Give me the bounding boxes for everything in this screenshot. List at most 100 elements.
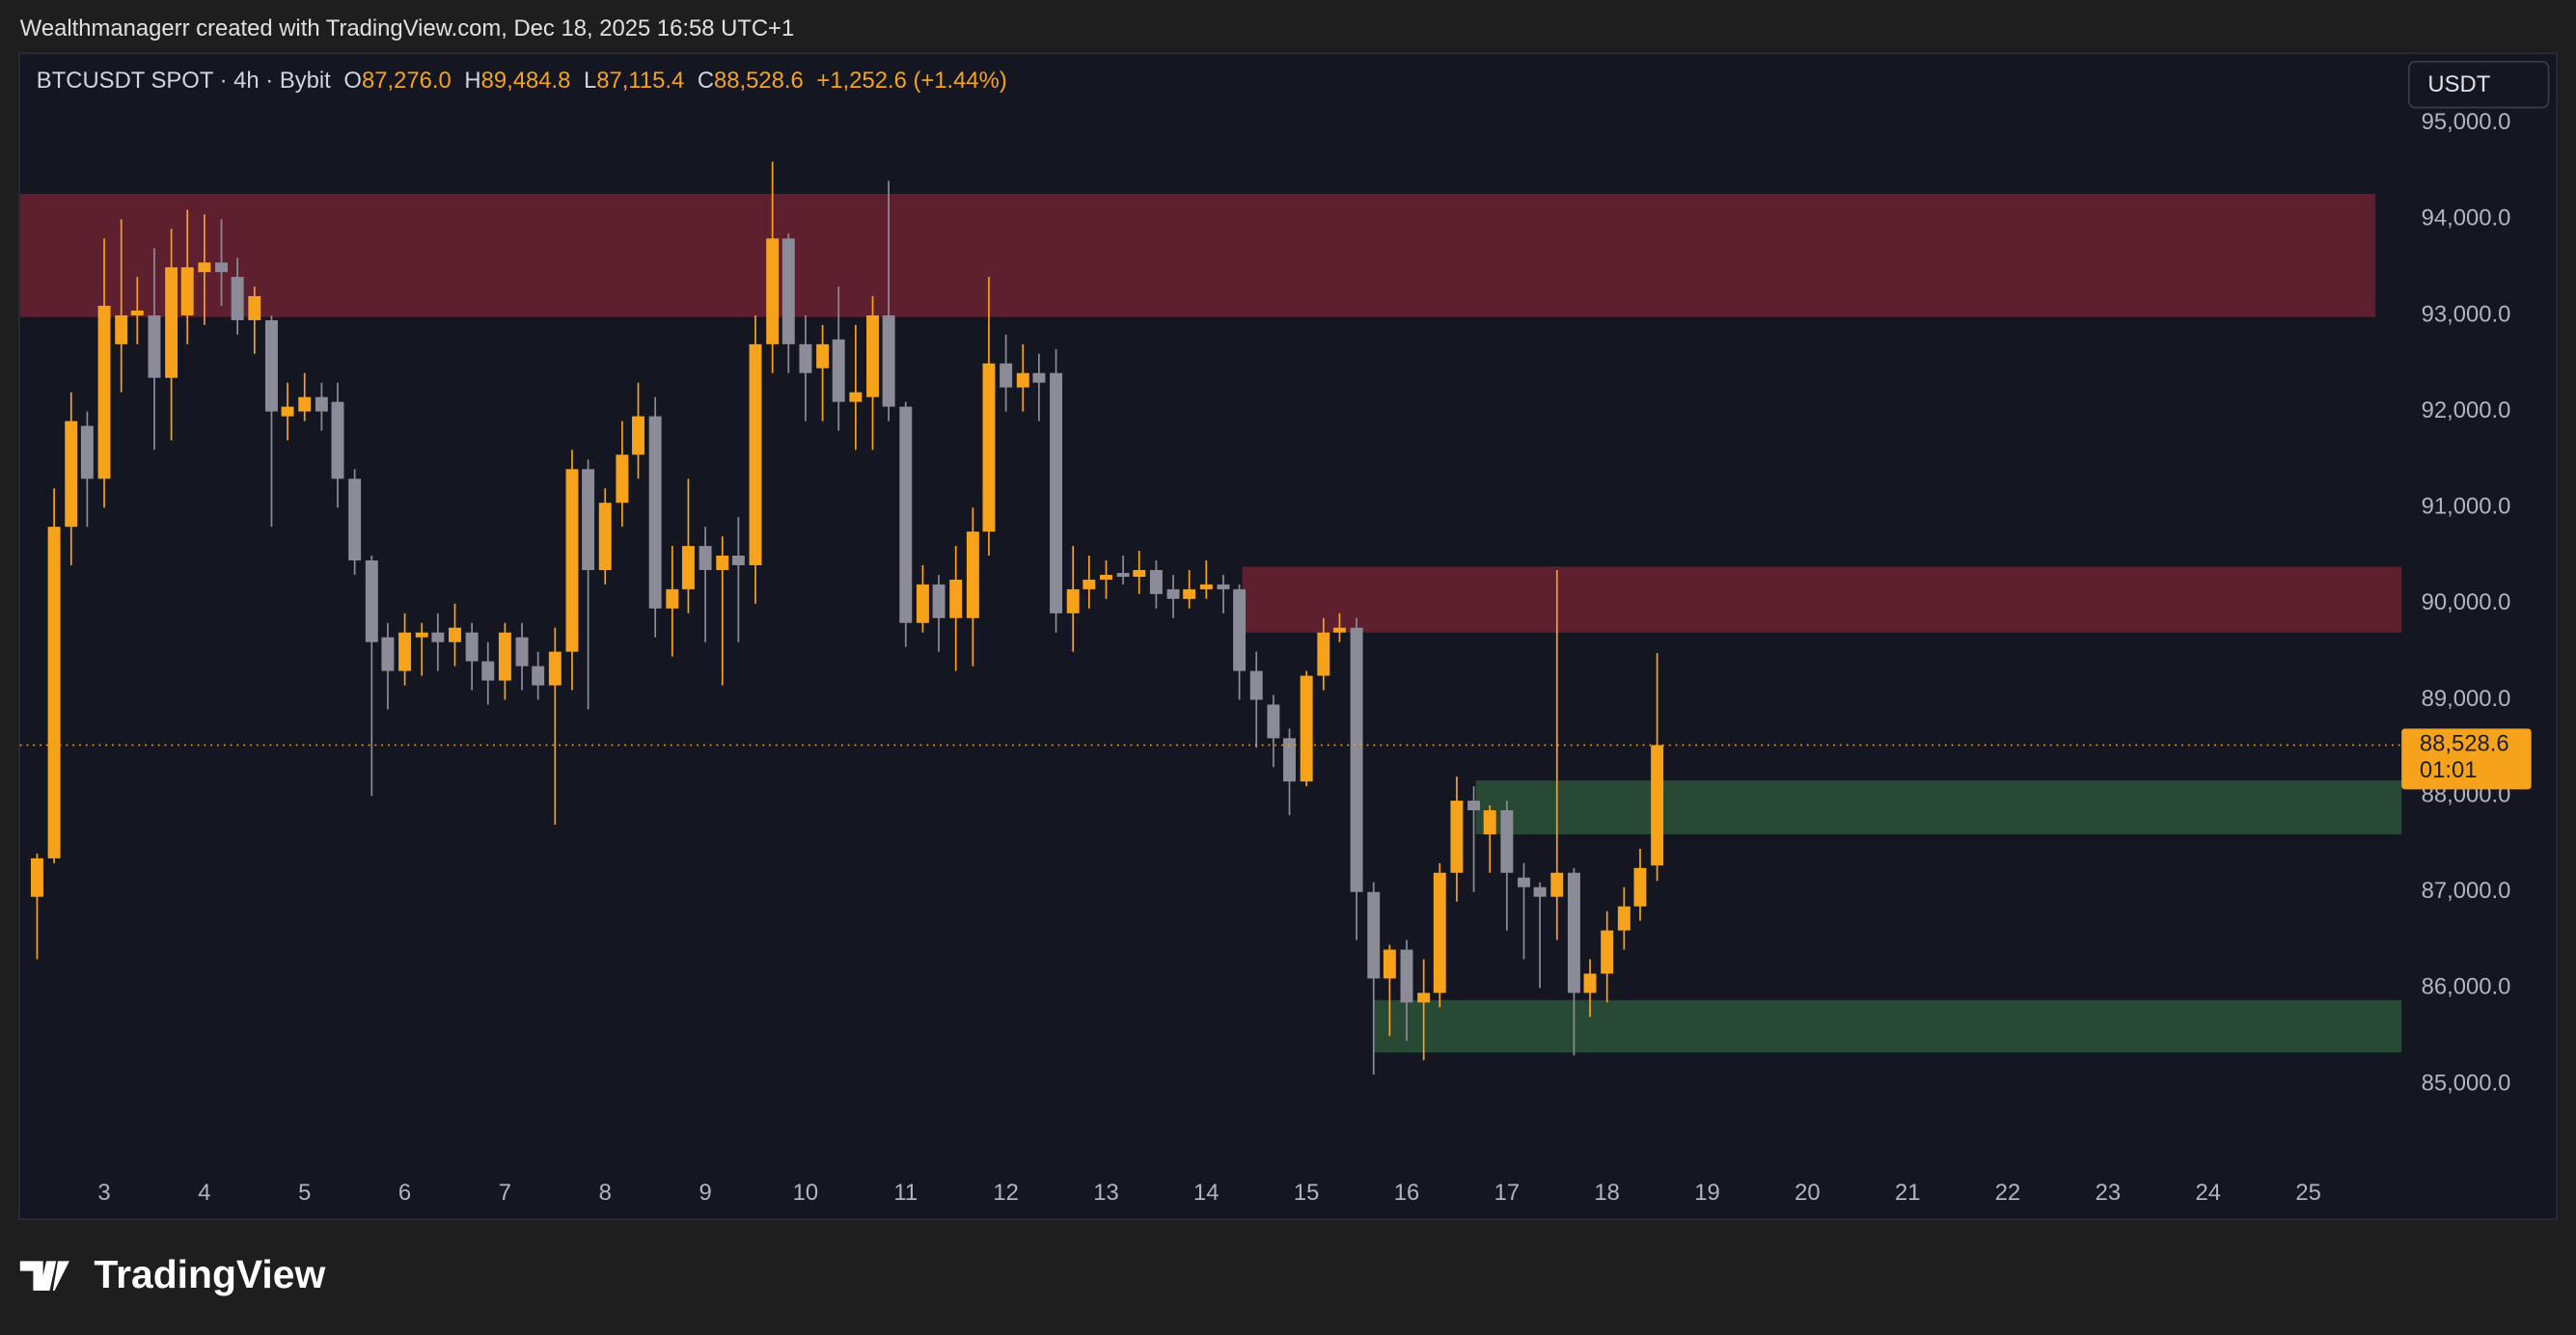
candle-body [548, 651, 562, 686]
candle-body [1651, 745, 1664, 866]
legend-key: C [698, 68, 714, 94]
candle-body [866, 314, 879, 397]
symbol: BTCUSDT SPOT · 4h · Bybit [37, 68, 331, 94]
attribution: Wealthmanagerr created with TradingView.… [20, 15, 794, 41]
candle-body [1367, 891, 1381, 979]
candle-body [1000, 363, 1013, 388]
x-tick-label: 25 [2295, 1180, 2321, 1206]
x-tick-label: 18 [1594, 1180, 1620, 1206]
last-price-label: 88,528.6 [2420, 731, 2509, 757]
zone [19, 193, 2376, 317]
legend-value: 88,528.6 [714, 68, 804, 94]
brand: TradingView [94, 1252, 325, 1296]
candle-body [849, 392, 863, 402]
candle-body [1066, 588, 1080, 613]
x-tick-label: 11 [893, 1180, 918, 1206]
currency[interactable]: USDT [2427, 71, 2490, 97]
candle-body [932, 584, 945, 618]
x-tick-label: 23 [2096, 1180, 2122, 1206]
x-tick-label: 7 [499, 1180, 511, 1206]
last-price-box [2401, 728, 2532, 790]
candle-body [1332, 627, 1346, 633]
candle-body [982, 363, 996, 532]
legend-key: O [343, 68, 362, 94]
candle-body [148, 314, 161, 378]
candle-body [565, 469, 579, 652]
candle-body [1483, 810, 1496, 834]
candle-body [97, 305, 111, 479]
candle-body [1617, 906, 1631, 931]
candle-body [515, 637, 529, 667]
candle-body [165, 267, 178, 378]
candle-body [130, 310, 144, 315]
candle-body [1016, 372, 1029, 388]
zone [1373, 999, 2402, 1053]
logo-icon [19, 1261, 69, 1292]
candle-body [1350, 627, 1363, 892]
candle-body [481, 661, 495, 681]
candle-body [816, 343, 830, 368]
candle-body [449, 627, 461, 642]
candle-body [331, 401, 344, 479]
candle-body [1500, 810, 1514, 873]
candle-body [381, 637, 395, 671]
candle-body [632, 416, 644, 455]
candle-body [616, 454, 629, 504]
candle-body [65, 421, 78, 528]
candle-body [1116, 572, 1130, 577]
candle-body [799, 343, 812, 373]
y-tick-label: 87,000.0 [2422, 878, 2511, 904]
logo: TradingView [19, 1252, 325, 1296]
x-tick-label: 13 [1093, 1180, 1119, 1206]
candle-body [1149, 569, 1163, 594]
candle-body [315, 396, 328, 412]
candle-body [582, 469, 595, 570]
candle-body [731, 556, 745, 565]
candle-body [749, 343, 762, 565]
candle-body [215, 262, 228, 273]
candle-body [699, 546, 712, 570]
y-tick-label: 90,000.0 [2422, 589, 2511, 615]
candle-body [1032, 372, 1046, 383]
legend-value: 87,115.4 [596, 68, 684, 94]
candle-body [1518, 877, 1530, 887]
x-tick-label: 19 [1694, 1180, 1720, 1206]
candle-body [1166, 588, 1180, 599]
x-tick-label: 16 [1394, 1180, 1420, 1206]
y-tick-label: 91,000.0 [2422, 494, 2511, 520]
y-tick-label: 89,000.0 [2422, 686, 2511, 712]
x-tick-label: 14 [1193, 1180, 1219, 1206]
candle-body [180, 267, 194, 315]
candle-body [1633, 867, 1647, 907]
candle-body [1550, 872, 1564, 897]
candle-body [1533, 886, 1547, 897]
candle-body [1082, 579, 1096, 589]
x-tick-label: 5 [298, 1180, 311, 1206]
candle-body [365, 560, 378, 642]
candle-body [1450, 801, 1464, 873]
legend-key: H [464, 68, 480, 94]
candle-body [415, 632, 428, 638]
x-tick-label: 9 [699, 1180, 711, 1206]
candle-body [1317, 632, 1330, 676]
candle-body [882, 314, 895, 407]
x-tick-label: 24 [2196, 1180, 2222, 1206]
candle-body [949, 579, 963, 618]
zone [1242, 566, 2402, 633]
x-tick-label: 3 [97, 1180, 110, 1206]
candle-body [47, 527, 61, 858]
candle-body [648, 416, 662, 609]
y-tick-label: 93,000.0 [2422, 301, 2511, 327]
legend-value: 89,484.8 [481, 68, 571, 94]
currency-button[interactable] [2407, 60, 2550, 109]
candle-body [30, 858, 43, 897]
x-tick-label: 15 [1294, 1180, 1320, 1206]
x-tick-label: 4 [198, 1180, 210, 1206]
candle-body [1400, 949, 1413, 1003]
candle-body [899, 406, 913, 623]
y-tick-label: 95,000.0 [2422, 109, 2511, 135]
x-tick-label: 8 [599, 1180, 612, 1206]
candle-body [431, 632, 445, 642]
candle-body [398, 632, 412, 671]
candle-body [298, 396, 312, 412]
